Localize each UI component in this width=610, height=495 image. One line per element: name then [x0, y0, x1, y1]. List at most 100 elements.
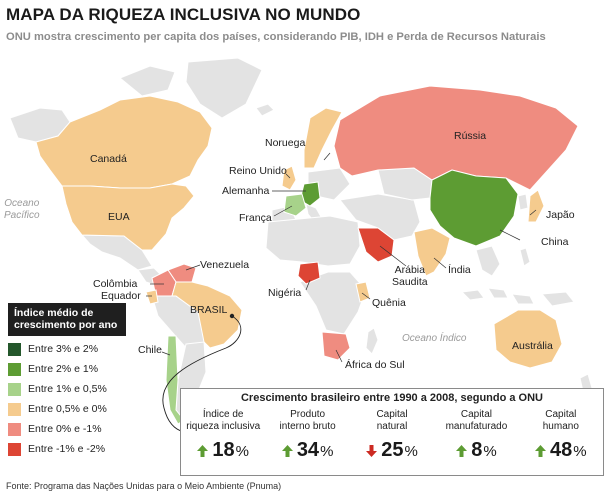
panel-title: Crescimento brasileiro entre 1990 a 2008…	[240, 392, 543, 404]
indicator-value: 18%	[197, 439, 249, 462]
label-venezuela: Venezuela	[200, 259, 250, 271]
indicator-number: 8	[471, 439, 483, 461]
legend-item: Entre 1% e 0,5%	[8, 379, 126, 399]
china-shape	[429, 169, 519, 247]
indicator-column: Capital humano 48%	[519, 409, 603, 462]
legend-swatch	[8, 442, 21, 456]
usa-shape	[61, 183, 195, 251]
label-saudi-arabia: Arábia Saudita	[392, 264, 428, 288]
indicator-label: Capital manufaturado	[445, 409, 508, 432]
world-map	[9, 57, 593, 433]
label-ecuador: Equador	[101, 290, 141, 302]
legend-swatch	[8, 402, 21, 416]
indicator-column: Índice de riqueza inclusiva 18%	[181, 409, 265, 462]
label-germany: Alemanha	[222, 185, 270, 197]
leader-lines	[146, 152, 537, 363]
indicator-unit: %	[235, 443, 249, 460]
southeast-asia-shape	[475, 245, 501, 277]
madagascar-shape	[365, 327, 379, 355]
label-kenya: Quênia	[372, 297, 406, 309]
legend-list: Entre 3% e 2% Entre 2% e 1% Entre 1% e 0,5…	[8, 339, 126, 459]
legend-item: Entre 0% e -1%	[8, 419, 126, 439]
korea-shape	[517, 193, 529, 211]
philippines-shape	[519, 247, 531, 267]
arrow-up-icon	[281, 444, 293, 457]
arrow-up-icon	[456, 444, 468, 457]
brazil-callout-curve	[162, 315, 242, 433]
indicator-value: 25%	[366, 439, 418, 462]
legend-swatch	[8, 342, 21, 356]
ocean-label-pacific: Oceano Pacífico	[4, 198, 40, 221]
brazil-shape	[171, 281, 243, 349]
label-brazil: BRASIL	[190, 304, 228, 316]
legend-item: Entre -1% e -2%	[8, 439, 126, 459]
indicator-unit: %	[404, 443, 418, 460]
australia-shape	[493, 309, 563, 369]
indicator-column: Produto interno bruto 34%	[265, 409, 349, 462]
greenland-shape	[185, 57, 263, 119]
legend-item: Entre 0,5% e 0%	[8, 399, 126, 419]
arrow-up-icon	[197, 444, 209, 457]
japan-shape	[527, 189, 545, 223]
legend-item: Entre 3% e 2%	[8, 339, 126, 359]
nigeria-shape	[297, 261, 321, 285]
indicator-number: 48	[550, 439, 573, 461]
indicator-unit: %	[573, 443, 587, 460]
indicator-label: Capital natural	[376, 409, 408, 432]
legend: Índice médio de crescimento por ano Entr…	[8, 303, 126, 459]
papua-shape	[541, 291, 575, 307]
legend-label: Entre 0,5% e 0%	[28, 403, 107, 415]
label-russia: Rússia	[454, 130, 487, 142]
iceland-shape	[255, 103, 275, 117]
source-note: Fonte: Programa das Nações Unidas para o…	[6, 481, 282, 491]
south-africa-shape	[321, 331, 351, 361]
indicator-column: Capital manufaturado 8%	[434, 409, 518, 462]
arrow-up-icon	[535, 444, 547, 457]
ecuador-shape	[145, 289, 159, 305]
legend-title: Índice médio de crescimento por ano	[8, 303, 126, 336]
label-nigeria: Nigéria	[268, 287, 302, 299]
label-canada: Canadá	[90, 153, 127, 165]
indicator-column: Capital natural 25%	[350, 409, 434, 462]
legend-item: Entre 2% e 1%	[8, 359, 126, 379]
russia-shape	[333, 85, 579, 191]
indicator-unit: %	[320, 443, 334, 460]
colored-countries	[35, 85, 579, 425]
indicator-number: 25	[381, 439, 404, 461]
legend-label: Entre 0% e -1%	[28, 423, 102, 435]
label-china: China	[541, 236, 569, 248]
indicator-columns: Índice de riqueza inclusiva 18% Produto in…	[181, 409, 603, 462]
legend-label: Entre -1% e -2%	[28, 443, 106, 455]
label-south-africa: África do Sul	[345, 359, 405, 371]
uk-shape	[281, 165, 297, 191]
ocean-label-indian: Oceano Índico	[402, 333, 467, 344]
legend-swatch	[8, 362, 21, 376]
brazil-callout-dot	[229, 313, 235, 319]
label-colombia: Colômbia	[93, 278, 138, 290]
page-subtitle: ONU mostra crescimento per capita dos pa…	[6, 31, 546, 43]
indicator-number: 18	[212, 439, 235, 461]
label-norway: Noruega	[265, 137, 306, 149]
indonesia-shape	[460, 287, 535, 305]
norway-shape	[303, 107, 343, 169]
kenya-shape	[355, 281, 371, 303]
indicator-value: 34%	[281, 439, 334, 462]
label-japan: Japão	[546, 209, 575, 221]
label-india: Índia	[448, 264, 471, 276]
label-uk: Reino Unido	[229, 165, 287, 177]
label-usa: EUA	[108, 211, 130, 223]
label-france: França	[239, 212, 272, 224]
france-shape	[283, 193, 307, 217]
saudi-arabia-shape	[357, 227, 395, 263]
legend-swatch	[8, 422, 21, 436]
legend-label: Entre 3% e 2%	[28, 343, 99, 355]
indicator-value: 48%	[535, 439, 587, 462]
label-chile: Chile	[138, 344, 162, 356]
canada-arctic-islands-shape	[119, 65, 176, 97]
label-australia: Austrália	[512, 340, 553, 352]
middle-east-shape	[339, 193, 421, 241]
legend-label: Entre 1% e 0,5%	[28, 383, 107, 395]
north-africa-shape	[265, 215, 361, 267]
legend-label: Entre 2% e 1%	[28, 363, 99, 375]
central-africa-shape	[299, 271, 367, 335]
